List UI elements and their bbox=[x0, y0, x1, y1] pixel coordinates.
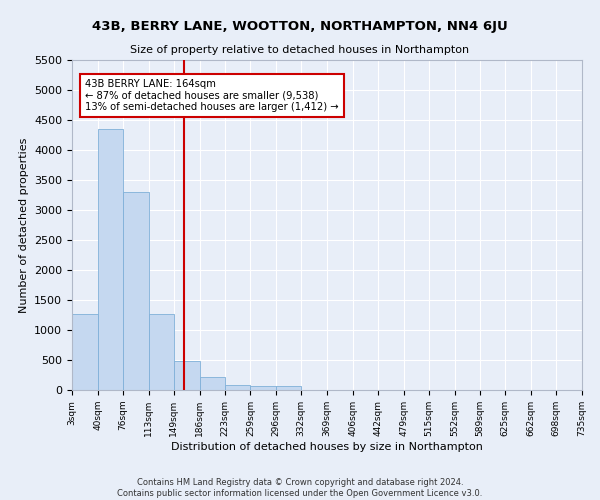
Text: 43B, BERRY LANE, WOOTTON, NORTHAMPTON, NN4 6JU: 43B, BERRY LANE, WOOTTON, NORTHAMPTON, N… bbox=[92, 20, 508, 33]
Bar bbox=[276, 386, 301, 390]
Bar bbox=[225, 384, 250, 390]
Text: Size of property relative to detached houses in Northampton: Size of property relative to detached ho… bbox=[130, 45, 470, 55]
Bar bbox=[98, 129, 123, 390]
Bar bbox=[149, 314, 174, 390]
Bar bbox=[199, 378, 225, 390]
Y-axis label: Number of detached properties: Number of detached properties bbox=[19, 138, 29, 312]
Text: 43B BERRY LANE: 164sqm
← 87% of detached houses are smaller (9,538)
13% of semi-: 43B BERRY LANE: 164sqm ← 87% of detached… bbox=[85, 79, 339, 112]
Bar bbox=[250, 386, 276, 390]
Bar bbox=[174, 361, 199, 390]
Bar bbox=[123, 192, 149, 390]
X-axis label: Distribution of detached houses by size in Northampton: Distribution of detached houses by size … bbox=[171, 442, 483, 452]
Text: Contains HM Land Registry data © Crown copyright and database right 2024.
Contai: Contains HM Land Registry data © Crown c… bbox=[118, 478, 482, 498]
Bar bbox=[72, 314, 98, 390]
